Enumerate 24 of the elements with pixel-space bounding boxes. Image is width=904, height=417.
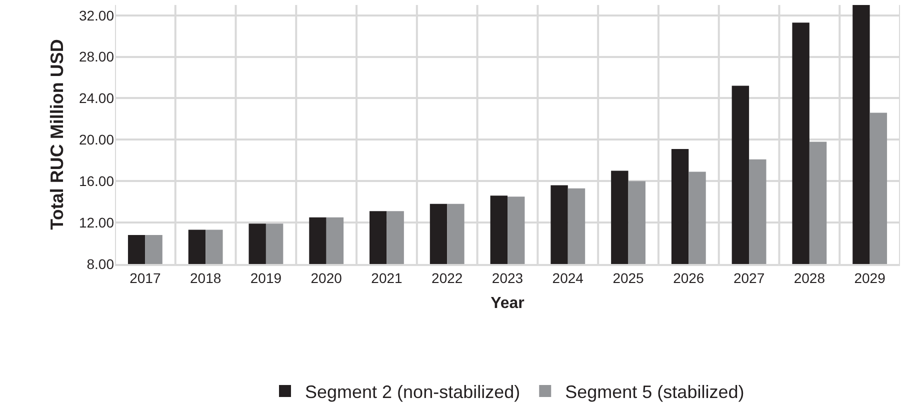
x-axis-title: Year [490,295,524,312]
x-tick-label: 2026 [673,270,704,286]
x-tick-label: 2017 [130,270,161,286]
x-tick-label: 2019 [250,270,282,286]
x-tick-label: 2022 [432,270,463,286]
y-tick-label: 20.00 [78,132,114,148]
y-tick-label: 32.00 [78,7,114,24]
legend-label: Segment 5 (stabilized) [565,382,744,402]
y-axis-title: Total RUC Million USD [47,39,68,230]
y-tick-label: 16.00 [78,173,114,190]
legend-label: Segment 2 (non-stabilized) [305,382,520,402]
x-tick-label: 2025 [612,270,644,286]
x-tick-label: 2018 [190,270,222,286]
y-tick-label: 24.00 [78,90,114,106]
y-tick-label: 8.00 [86,256,114,272]
x-tick-label: 2028 [794,270,826,286]
x-tick-label: 2024 [552,270,584,286]
y-tick-label: 12.00 [78,214,114,230]
x-tick-label: 2027 [733,270,765,286]
x-tick-label: 2020 [310,270,342,286]
x-tick-label: 2023 [492,270,524,286]
y-tick-label: 28.00 [78,48,114,65]
x-tick-label: 2021 [371,270,403,286]
x-tick-label: 2029 [854,270,886,286]
